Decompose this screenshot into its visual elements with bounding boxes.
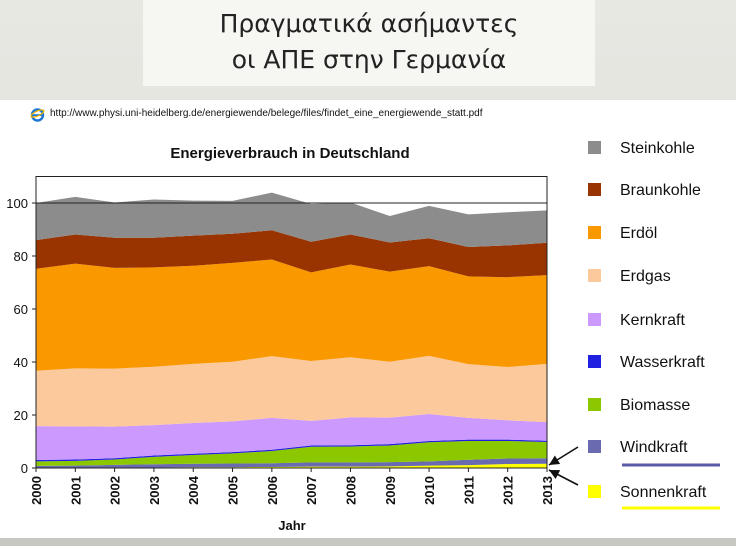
legend-swatch [588, 355, 601, 368]
legend-item-kernkraft: Kernkraft [588, 312, 685, 329]
legend-swatch [588, 485, 601, 498]
legend-item-sonnenkraft: Sonnenkraft [588, 484, 707, 501]
y-tick-label: 20 [14, 408, 28, 423]
y-tick-label: 100 [6, 196, 28, 211]
legend-label: Windkraft [620, 439, 688, 456]
x-tick-label: 2005 [226, 476, 241, 505]
area-erdgas [36, 355, 547, 427]
plot-frame [35, 176, 548, 469]
x-tick-label: 2009 [383, 476, 398, 505]
x-tick-label: 2010 [422, 476, 437, 505]
x-tick-label: 2000 [29, 476, 44, 505]
slide-title-line2: οι ΑΠΕ στην Γερμανία [231, 45, 507, 74]
legend-label: Kernkraft [620, 312, 685, 329]
legend-label: Biomasse [620, 397, 690, 414]
legend-swatch [588, 440, 601, 453]
legend: Steinkohle Braunkohle Erdöl Erdgas Kernkraft… [588, 140, 720, 510]
legend-swatch [588, 183, 601, 196]
chart-title: Energieverbrauch in Deutschland [170, 145, 409, 162]
sonnenkraft-arrow [548, 469, 579, 486]
chart-areas [36, 192, 547, 468]
y-axis: 0 20 40 60 80 100 [6, 196, 36, 476]
internet-explorer-icon [30, 108, 45, 122]
legend-item-biomasse: Biomasse [588, 397, 690, 414]
y-tick-label: 80 [14, 249, 28, 264]
slide-title: Πραγματικά ασήμαντες οι ΑΠΕ στην Γερμανί… [143, 0, 595, 86]
annotations [548, 446, 579, 486]
legend-item-braunkohle: Braunkohle [588, 182, 701, 199]
bottom-shadow [0, 538, 736, 546]
x-tick-label: 2013 [540, 476, 555, 505]
area-steinkohle [36, 192, 547, 247]
x-tick-label: 2001 [68, 476, 83, 505]
x-axis-label: Jahr [278, 518, 305, 533]
legend-item-wasserkraft: Wasserkraft [588, 354, 705, 371]
legend-item-steinkohle: Steinkohle [588, 140, 695, 157]
legend-label: Erdgas [620, 268, 671, 285]
area-kernkraft [36, 413, 547, 461]
source-url[interactable]: http://www.physi.uni-heidelberg.de/energ… [50, 108, 483, 119]
x-tick-label: 2008 [343, 476, 358, 505]
y-tick-label: 0 [21, 461, 28, 476]
legend-item-erdgas: Erdgas [588, 268, 671, 285]
area-wasserkraft [36, 439, 547, 462]
legend-swatch [588, 226, 601, 239]
area-braunkohle [36, 230, 547, 278]
legend-swatch [588, 313, 601, 326]
legend-item-erdoel: Erdöl [588, 225, 657, 242]
x-tick-label: 2004 [186, 475, 201, 505]
legend-item-windkraft: Windkraft [588, 439, 688, 456]
x-tick-label: 2002 [108, 476, 123, 505]
legend-label: Braunkohle [620, 182, 701, 199]
chart-frame [35, 176, 548, 469]
y-tick-label: 40 [14, 355, 28, 370]
x-tick-label: 2006 [265, 476, 280, 505]
x-tick-label: 2011 [461, 476, 476, 504]
x-tick-label: 2003 [147, 476, 162, 505]
area-windkraft [36, 458, 547, 468]
legend-label: Sonnenkraft [620, 484, 707, 501]
legend-label: Wasserkraft [620, 354, 705, 371]
legend-swatch [588, 269, 601, 282]
y-tick-label: 60 [14, 302, 28, 317]
slide-title-line1: Πραγματικά ασήμαντες [219, 9, 519, 38]
area-sonnenkraft [36, 463, 547, 468]
legend-swatch [588, 398, 601, 411]
legend-label: Erdöl [620, 225, 657, 242]
area-erdoel [36, 259, 547, 371]
x-tick-label: 2012 [501, 476, 516, 505]
x-tick-label: 2007 [304, 476, 319, 505]
legend-swatch [588, 141, 601, 154]
legend-label: Steinkohle [620, 140, 695, 157]
windkraft-arrow [548, 446, 579, 466]
x-axis: 2000 2001 2002 2003 2004 2005 2006 2007 2008 2009… [29, 468, 555, 505]
area-biomasse [36, 440, 547, 466]
